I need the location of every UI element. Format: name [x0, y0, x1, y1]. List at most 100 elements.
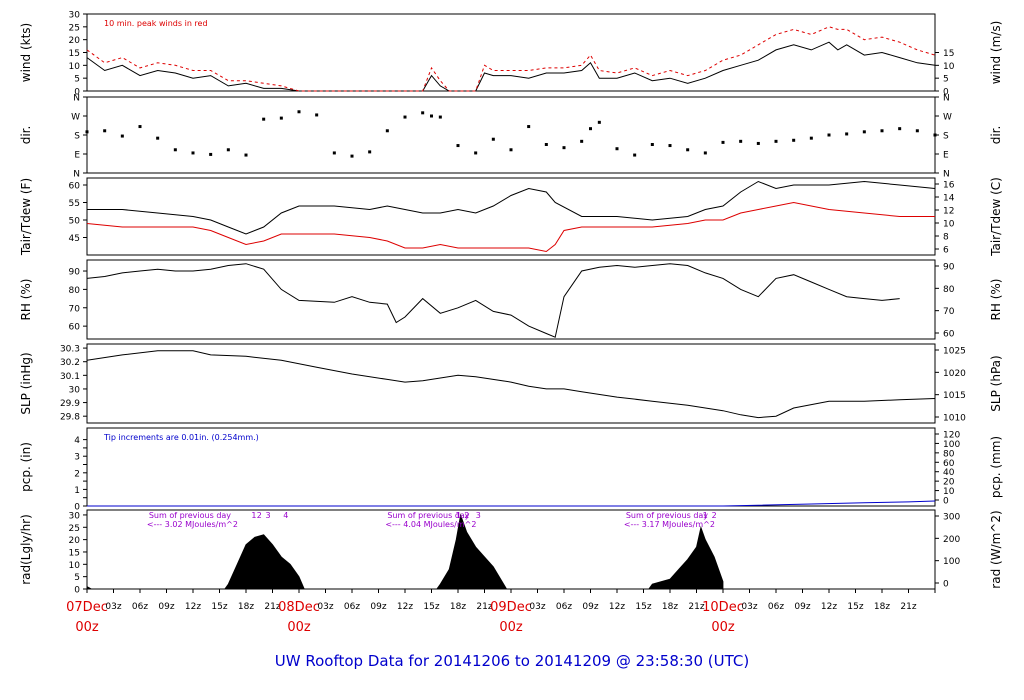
ytick-label: 25 [69, 524, 80, 534]
data-point [368, 150, 372, 154]
ytick-label: 45 [69, 234, 80, 244]
solar-note-line1: Sum of previous day [149, 511, 231, 520]
data-point [297, 110, 301, 114]
solar-peak-mark: 1 [455, 511, 460, 520]
ytick-label: 30.1 [60, 372, 80, 382]
data-point [809, 136, 813, 140]
xtick-day-sublabel: 00z [711, 620, 735, 635]
data-point [792, 138, 796, 142]
ytick-right-label: 8 [943, 233, 949, 243]
ytick-label: 80 [69, 286, 81, 296]
data-point [739, 139, 743, 143]
ytick-label: 0 [74, 88, 80, 98]
xtick-hour-label: 15z [847, 602, 863, 612]
data-point [103, 129, 107, 133]
ytick-right-label: 80 [943, 285, 955, 295]
ytick-label: 5 [74, 573, 80, 583]
panel-annotation: Tip increments are 0.01in. (0.254mm.) [103, 433, 259, 442]
data-point [315, 113, 319, 117]
panel-frame [86, 13, 936, 92]
ylabel-left: pcp. (in) [19, 442, 33, 492]
ytick-label: 30 [69, 11, 81, 21]
xtick-hour-label: 12z [397, 602, 413, 612]
data-point [456, 144, 460, 148]
xtick-hour-label: 15z [211, 602, 227, 612]
ytick-right-label: 100 [943, 557, 960, 567]
xtick-hour-label: 03z [105, 602, 121, 612]
data-point [668, 144, 672, 148]
data-point [350, 154, 354, 158]
ytick-label: N [73, 170, 80, 180]
xtick-hour-label: 12z [609, 602, 625, 612]
ytick-label: 0 [74, 503, 80, 513]
panel-frame [86, 259, 936, 340]
solar-note-line1: Sum of previous day [387, 511, 469, 520]
ytick-right-label: 40 [943, 468, 955, 478]
ytick-label: 10 [69, 62, 81, 72]
xtick-day-sublabel: 00z [287, 620, 311, 635]
data-point [120, 134, 124, 138]
ytick-right-label: 5 [943, 75, 949, 85]
panel-frame [86, 96, 936, 174]
ytick-right-label: 1020 [943, 369, 966, 379]
ytick-right-label: S [943, 132, 949, 142]
series-line-tdew [86, 201, 935, 253]
ytick-right-label: 60 [943, 459, 955, 469]
solar-peak-mark: 2 [712, 511, 717, 520]
data-point [562, 146, 566, 150]
xtick-hour-label: 12z [185, 602, 201, 612]
ytick-label: E [74, 151, 80, 161]
ytick-right-label: 200 [943, 535, 960, 545]
data-point [138, 125, 142, 129]
data-point [774, 139, 778, 143]
ytick-label: 4 [74, 436, 80, 446]
ylabel-left: Tair/Tdew (F) [19, 178, 33, 256]
xtick-hour-label: 09z [794, 602, 810, 612]
data-point [845, 132, 849, 136]
panel-temp: 45 50 55 60 6 8 10 12 14 16 Tair/Tdew (F) Tair/Tdew… [19, 177, 1003, 257]
xtick-hour-label: 18z [450, 602, 466, 612]
ytick-label: W [71, 113, 80, 123]
ytick-label: 30.3 [60, 345, 80, 355]
xtick-hour-label: 06z [768, 602, 784, 612]
ylabel-right: SLP (hPa) [989, 355, 1003, 411]
ytick-label: 2 [74, 469, 80, 479]
ytick-label: S [74, 132, 80, 142]
ylabel-left: RH (%) [19, 279, 33, 321]
ylabel-right: dir. [989, 126, 1003, 145]
data-point [615, 147, 619, 151]
data-point [191, 151, 195, 155]
xtick-hour-label: 18z [238, 602, 254, 612]
xtick-day-label: 09Dec [490, 600, 532, 615]
xtick-hour-label: 15z [635, 602, 651, 612]
data-point [898, 127, 902, 131]
solar-peak-mark: 1 [703, 511, 708, 520]
data-point [209, 152, 213, 156]
data-point [156, 136, 160, 140]
xtick-hour-label: 18z [662, 602, 678, 612]
ytick-label: 29.8 [60, 413, 80, 423]
ylabel-right: pcp. (mm) [989, 436, 1003, 498]
panel-slp: 29.8 29.9 30 30.1 30.2 30.3 1010 1015 1020 1025 SL… [19, 343, 1003, 424]
data-point [544, 143, 548, 146]
data-point [385, 129, 389, 133]
data-point [279, 116, 283, 120]
solar-note-line2: <--- 3.02 MJoules/m^2 [147, 520, 238, 529]
data-point [438, 115, 442, 119]
solar-note-line1: Sum of previous day [626, 511, 708, 520]
xtick-hour-label: 03z [317, 602, 333, 612]
data-point [332, 151, 336, 155]
ytick-label: 10 [69, 561, 81, 571]
ylabel-right: Tair/Tdew (C) [989, 177, 1003, 257]
xtick-day-sublabel: 00z [499, 620, 523, 635]
data-point [474, 151, 478, 155]
ytick-label: 55 [69, 199, 80, 209]
ytick-label: 25 [69, 23, 80, 33]
series-area [86, 513, 724, 590]
data-point [421, 111, 425, 115]
ytick-right-label: 120 [943, 431, 960, 441]
solar-note-line2: <--- 3.17 MJoules/m^2 [624, 520, 715, 529]
xtick-day-sublabel: 00z [75, 620, 99, 635]
data-point [915, 129, 919, 133]
